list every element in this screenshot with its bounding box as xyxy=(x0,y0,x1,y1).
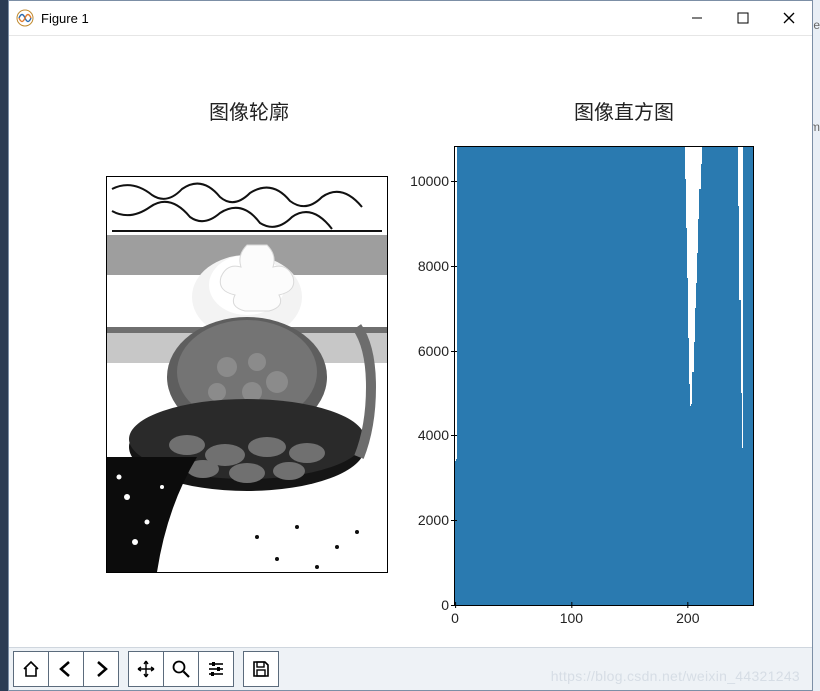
xtick-label: 0 xyxy=(451,610,459,626)
right-subplot-title: 图像直方图 xyxy=(469,96,779,125)
save-button[interactable] xyxy=(243,651,279,687)
left-subplot-image xyxy=(106,176,388,573)
watermark-text: https://blog.csdn.net/weixin_44321243 xyxy=(551,668,800,684)
xtick-label: 200 xyxy=(676,610,699,626)
pan-button[interactable] xyxy=(128,651,164,687)
configure-subplots-button[interactable] xyxy=(198,651,234,687)
ytick-label: 10000 xyxy=(410,173,449,189)
desktop-right-strip: be m xyxy=(813,0,820,691)
forward-button[interactable] xyxy=(83,651,119,687)
zoom-button[interactable] xyxy=(163,651,199,687)
maximize-button[interactable] xyxy=(720,1,766,35)
minimize-button[interactable] xyxy=(674,1,720,35)
back-button[interactable] xyxy=(48,651,84,687)
ytick-label: 8000 xyxy=(418,258,449,274)
figure-window: Figure 1 图像轮廓 图像直方图 xyxy=(8,0,813,691)
figure-canvas: 图像轮廓 图像直方图 xyxy=(9,36,812,647)
ytick-label: 0 xyxy=(441,597,449,613)
left-subplot-title: 图像轮廓 xyxy=(119,96,379,125)
app-icon xyxy=(15,8,35,28)
home-button[interactable] xyxy=(13,651,49,687)
title-bar: Figure 1 xyxy=(9,1,812,36)
right-subplot-histogram xyxy=(454,146,754,606)
xtick-label: 100 xyxy=(560,610,583,626)
matplotlib-toolbar: https://blog.csdn.net/weixin_44321243 xyxy=(9,647,812,690)
close-button[interactable] xyxy=(766,1,812,35)
ytick-label: 4000 xyxy=(418,427,449,443)
ytick-label: 2000 xyxy=(418,512,449,528)
window-title: Figure 1 xyxy=(41,11,89,26)
desktop-left-strip xyxy=(0,0,8,691)
ytick-label: 6000 xyxy=(418,343,449,359)
